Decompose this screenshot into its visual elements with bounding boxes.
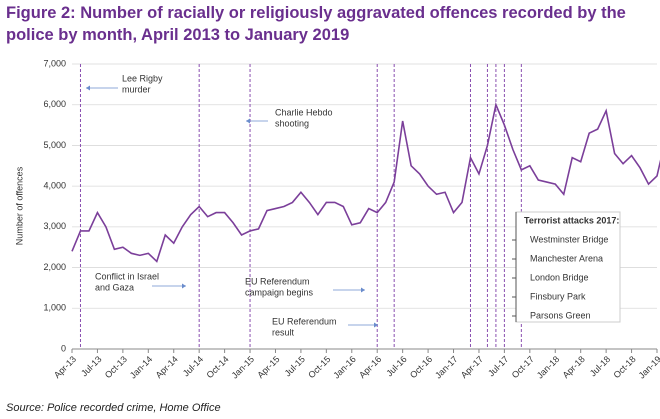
x-tick-label: Oct-18 xyxy=(611,354,637,380)
y-tick-label: 4,000 xyxy=(43,181,66,191)
event-label: and Gaza xyxy=(95,282,134,292)
y-tick-label: 7,000 xyxy=(43,58,66,68)
x-tick-label: Apr-18 xyxy=(561,354,587,380)
source: Source: Police recorded crime, Home Offi… xyxy=(6,402,221,414)
legend-item: London Bridge xyxy=(530,272,589,282)
arrow-head xyxy=(182,283,186,289)
x-tick-label: Oct-13 xyxy=(103,354,129,380)
legend-item: Manchester Arena xyxy=(530,253,603,263)
x-tick-label: Oct-16 xyxy=(408,354,434,380)
x-tick-label: Jan-18 xyxy=(535,354,562,381)
event-label: EU Referendum xyxy=(272,316,337,326)
x-tick-label: Oct-17 xyxy=(510,354,536,380)
arrow-head xyxy=(246,118,250,124)
x-tick-label: Jul-15 xyxy=(283,354,307,378)
x-tick-label: Jul-18 xyxy=(588,354,612,378)
x-tick-label: Jan-14 xyxy=(128,354,155,381)
event-label: result xyxy=(272,327,295,337)
x-tick-label: Jul-13 xyxy=(79,354,103,378)
x-tick-label: Jul-14 xyxy=(181,354,205,378)
x-tick-label: Apr-13 xyxy=(52,354,78,380)
legend-box xyxy=(515,211,621,323)
x-tick-label: Jul-16 xyxy=(384,354,408,378)
event-label: Lee Rigby xyxy=(122,73,163,83)
x-tick-label: Apr-14 xyxy=(154,354,180,380)
x-tick-label: Jan-16 xyxy=(331,354,358,381)
x-tick-label: Oct-15 xyxy=(306,354,332,380)
event-label: Conflict in Israel xyxy=(95,271,159,281)
legend-title: Terrorist attacks 2017: xyxy=(524,215,619,225)
event-label: murder xyxy=(122,84,151,94)
data-line xyxy=(71,102,660,263)
x-tick-label: Jan-19 xyxy=(637,354,660,381)
chart-title: Figure 2: Number of racially or religiou… xyxy=(6,4,626,22)
event-label: campaign begins xyxy=(245,287,314,297)
legend-item: Westminster Bridge xyxy=(530,234,608,244)
y-tick-label: 3,000 xyxy=(43,221,66,231)
legend-item: Finsbury Park xyxy=(530,291,586,301)
arrow-head xyxy=(86,85,90,91)
y-tick-label: 2,000 xyxy=(43,262,66,272)
y-tick-label: 1,000 xyxy=(43,303,66,313)
y-tick-label: 5,000 xyxy=(43,140,66,150)
x-tick-label: Jan-17 xyxy=(433,354,460,381)
x-tick-label: Oct-14 xyxy=(205,354,231,380)
x-tick-label: Jan-15 xyxy=(230,354,257,381)
y-axis-label: Number of offences xyxy=(14,166,24,245)
x-tick-label: Jul-17 xyxy=(486,354,510,378)
x-tick-label: Apr-17 xyxy=(459,354,485,380)
chart-title: police by month, April 2013 to January 2… xyxy=(6,26,349,44)
arrow-head xyxy=(374,322,378,328)
event-label: EU Referendum xyxy=(245,276,310,286)
legend-item: Parsons Green xyxy=(530,310,591,320)
y-tick-label: 0 xyxy=(61,343,66,353)
event-label: Charlie Hebdo xyxy=(275,107,333,117)
x-tick-label: Apr-16 xyxy=(357,354,383,380)
y-tick-label: 6,000 xyxy=(43,99,66,109)
arrow-head xyxy=(361,287,365,293)
event-label: shooting xyxy=(275,118,309,128)
x-tick-label: Apr-15 xyxy=(255,354,281,380)
